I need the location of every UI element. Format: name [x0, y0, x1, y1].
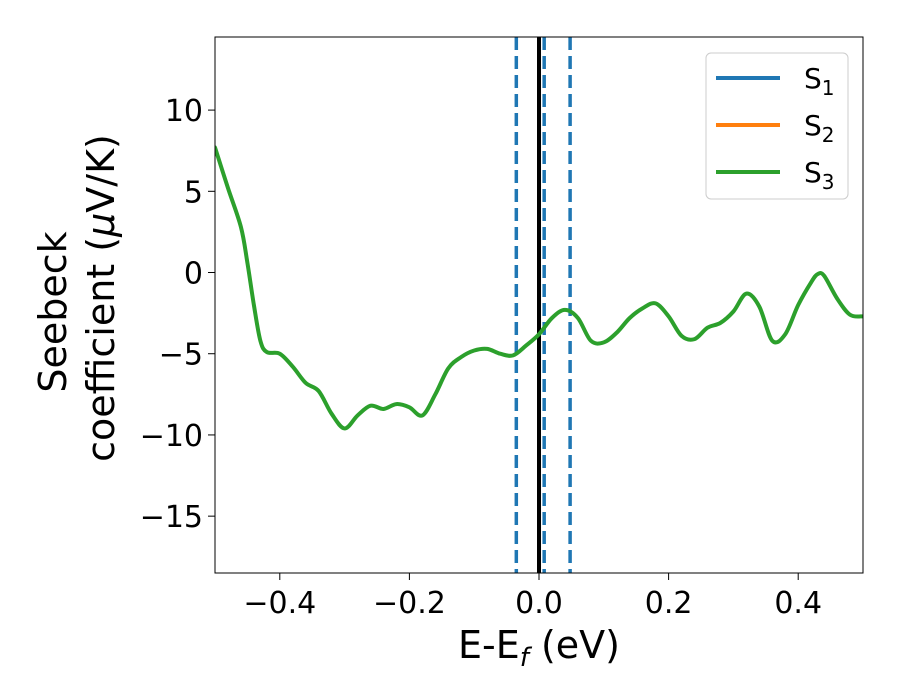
y-tick-label: 5 [184, 175, 203, 210]
y-axis-title-post: V/K) [79, 134, 123, 213]
x-tick-label: −0.2 [373, 586, 446, 621]
y-tick-label: −5 [159, 338, 203, 373]
y-axis-title-pre: coefficient ( [79, 237, 123, 462]
x-tick-label: 0.2 [645, 586, 693, 621]
series-line-s3 [215, 145, 863, 431]
y-tick-label: −10 [140, 419, 203, 454]
x-axis-title-tail: (eV) [529, 623, 620, 667]
y-axis-title-line2: coefficient (μV/K) [79, 134, 123, 462]
y-tick-label: 10 [165, 94, 203, 129]
legend-label-s3: S3 [804, 156, 835, 194]
y-tick-label: 0 [184, 257, 203, 292]
y-axis-title-mu: μ [79, 213, 123, 238]
x-axis-title-main: E-E [458, 623, 520, 667]
x-tick-label: −0.4 [243, 586, 316, 621]
y-tick-label: −15 [140, 500, 203, 535]
legend-label-s1: S1 [804, 62, 835, 100]
x-tick-label: 0.0 [515, 586, 563, 621]
legend-label-s2: S2 [804, 109, 835, 147]
legend: S1 S2 S3 [705, 52, 849, 200]
y-axis-title-line1: Seebeck [31, 231, 75, 392]
x-axis-title: E-Ef (eV) [458, 623, 620, 673]
x-tick-label: 0.4 [774, 586, 822, 621]
